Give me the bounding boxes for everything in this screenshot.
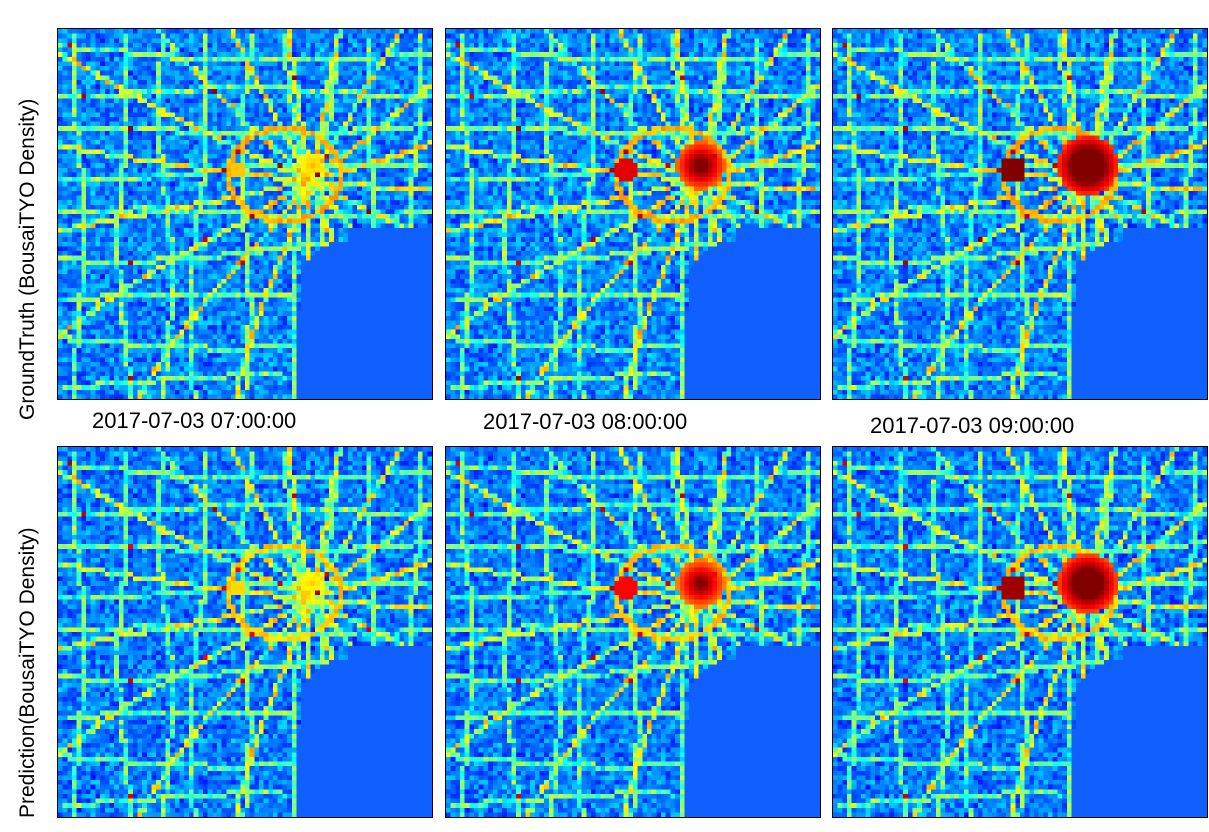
timestamp-label-0700: 2017-07-03 07:00:00 <box>92 408 297 433</box>
heatmap-prediction-0800 <box>445 446 821 818</box>
heatmap-prediction-0900 <box>832 446 1208 818</box>
heatmap-canvas <box>833 29 1207 399</box>
heatmap-canvas <box>58 29 432 399</box>
heatmap-canvas <box>446 447 820 817</box>
row-label-groundtruth: GroundTruth (BousaiTYO Density) <box>16 98 39 420</box>
timestamp-label-0800: 2017-07-03 08:00:00 <box>483 409 688 434</box>
heatmap-groundtruth-0800 <box>445 28 821 400</box>
heatmap-prediction-0700 <box>57 446 433 818</box>
row-label-prediction: Prediction(BousaiTYO Density) <box>16 527 39 818</box>
timestamp-label-0900: 2017-07-03 09:00:00 <box>870 413 1075 438</box>
heatmap-groundtruth-0700 <box>57 28 433 400</box>
heatmap-groundtruth-0900 <box>832 28 1208 400</box>
heatmap-canvas <box>446 29 820 399</box>
heatmap-canvas <box>833 447 1207 817</box>
heatmap-canvas <box>58 447 432 817</box>
